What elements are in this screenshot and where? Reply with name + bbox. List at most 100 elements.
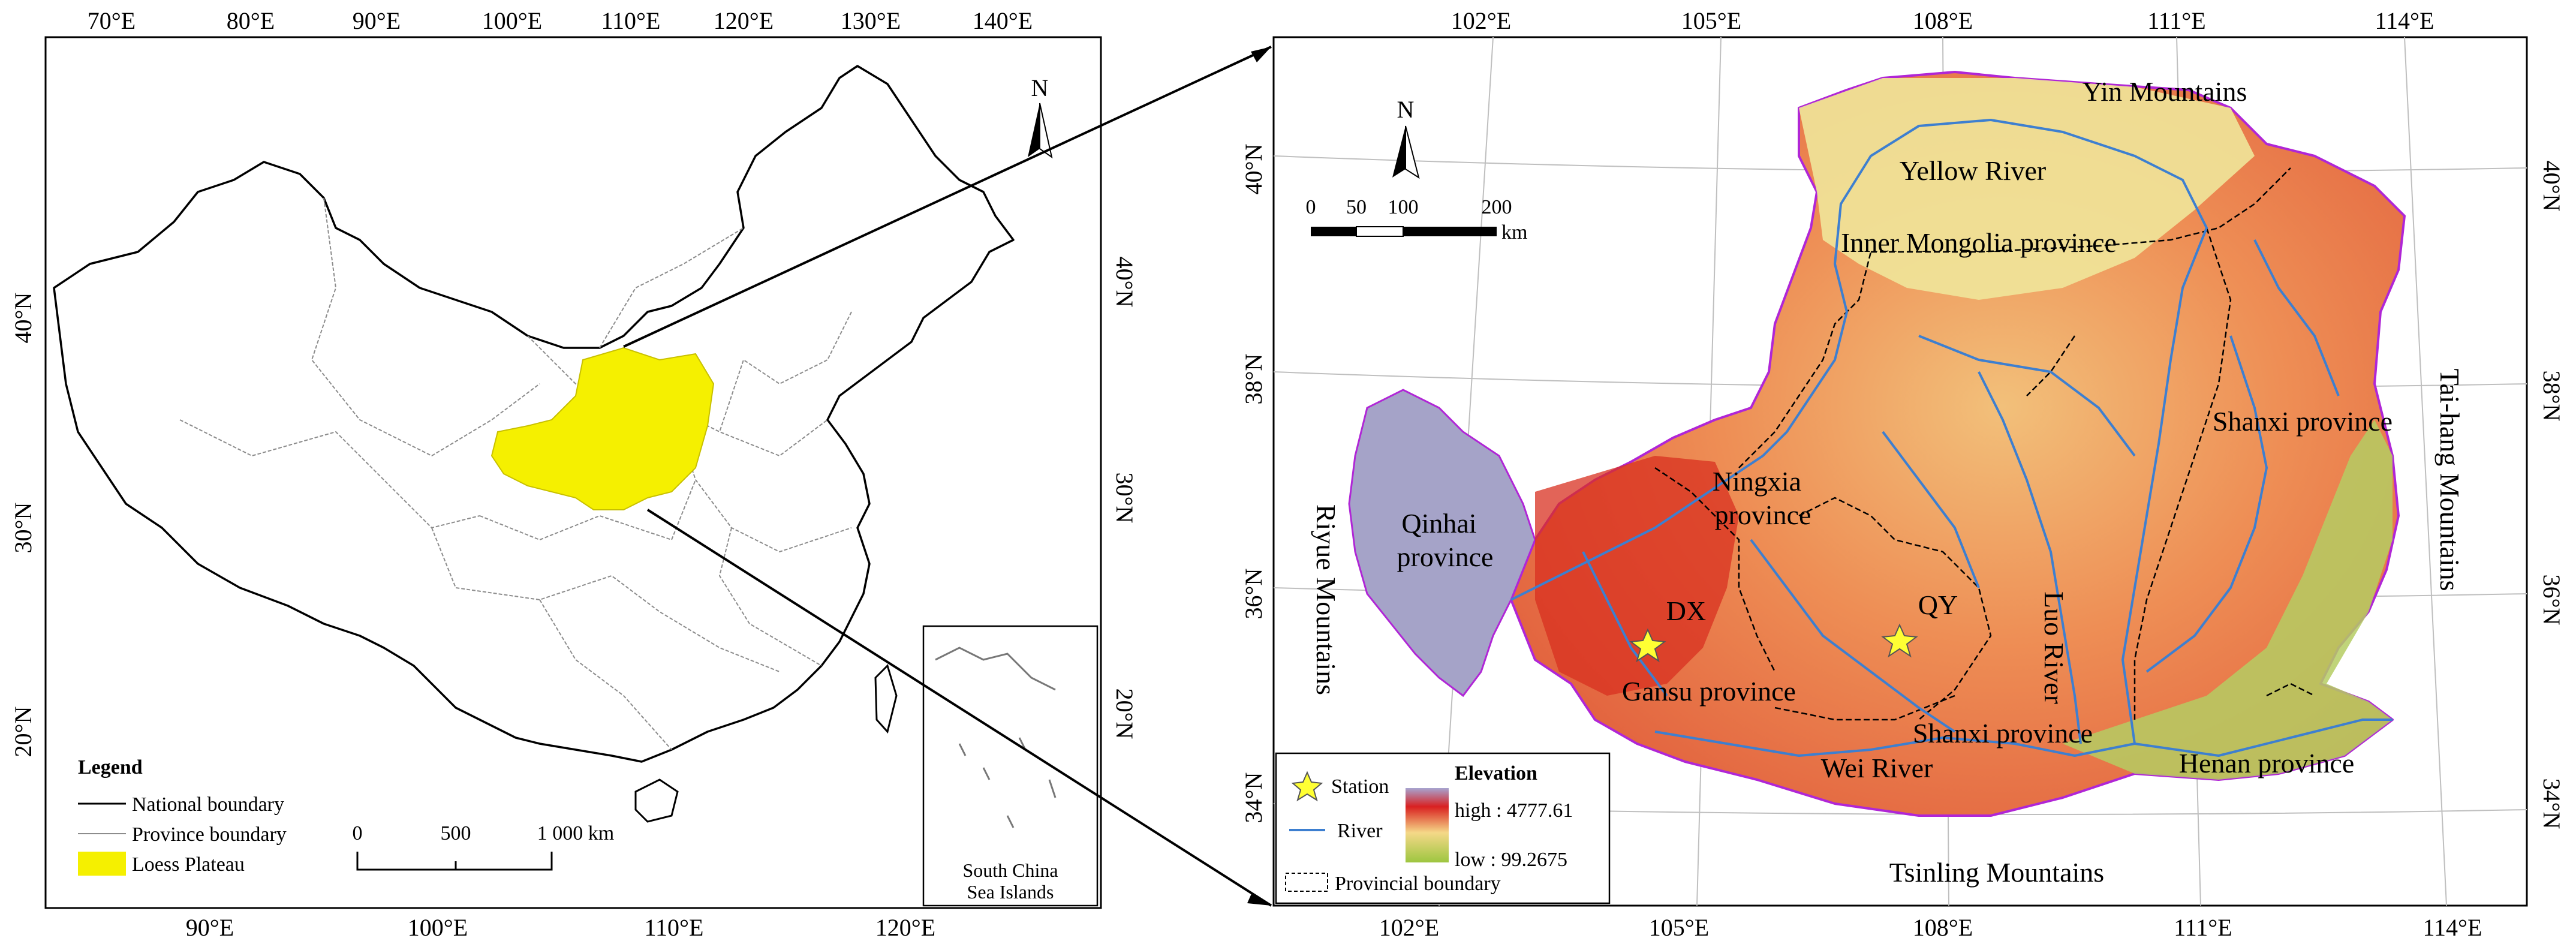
- right-bottom-tick: 102°E: [1379, 914, 1439, 941]
- place-labels: Yin Mountains Yellow River Inner Mongoli…: [1311, 76, 2465, 888]
- label-dx: DX: [1666, 596, 1706, 626]
- right-left-ticks: 40°N 38°N 36°N 34°N: [1240, 144, 1267, 823]
- station-qy: [1881, 623, 1918, 658]
- legend-title: Legend: [78, 756, 143, 778]
- left-bottom-ticks: 90°E 100°E 110°E 120°E: [186, 914, 935, 941]
- right-top-tick: 102°E: [1451, 7, 1511, 34]
- zoom-connector-top: [623, 46, 1272, 348]
- scale-label-0: 0: [353, 822, 363, 844]
- label-gansu: Gansu province: [1622, 676, 1796, 707]
- jing-river: [1750, 539, 1956, 733]
- label-qinhai-line1: Qinhai: [1401, 508, 1476, 539]
- label-ningxia-line1: Ningxia: [1713, 466, 1801, 497]
- left-top-tick: 100°E: [482, 7, 542, 34]
- label-shanxi-south: Shanxi province: [1913, 718, 2093, 748]
- fenwei-lowlands: [2063, 420, 2393, 780]
- rscale-0: 0: [1306, 196, 1316, 218]
- inset-label-line2: Sea Islands: [967, 881, 1054, 903]
- left-top-tick: 110°E: [601, 7, 661, 34]
- elevation-color-ramp: [1406, 788, 1449, 862]
- right-bottom-ticks: 102°E 105°E 108°E 111°E 114°E: [1379, 914, 2482, 941]
- right-right-tick: 36°N: [2538, 575, 2565, 626]
- northern-desert-area: [1799, 78, 2255, 300]
- scale-label-500: 500: [441, 822, 471, 844]
- rscale-unit: km: [1501, 221, 1527, 243]
- right-province-boundaries: [1654, 167, 2315, 721]
- right-top-ticks: 102°E 105°E 108°E 111°E 114°E: [1451, 7, 2434, 34]
- zoom-connector-bottom: [646, 509, 1272, 907]
- right-map: 102°E 105°E 108°E 111°E 114°E 102°E 105°…: [1240, 7, 2565, 941]
- left-top-tick: 90°E: [353, 7, 401, 34]
- right-right-tick: 38°N: [2538, 371, 2565, 422]
- left-right-ticks: 40°N 30°N 20°N: [1111, 257, 1138, 739]
- right-bottom-tick: 114°E: [2423, 914, 2482, 941]
- legend-national-boundary: National boundary: [132, 793, 284, 816]
- minor-river-2: [1582, 551, 1668, 697]
- label-luo-river: Luo River: [2039, 591, 2069, 704]
- right-left-tick: 40°N: [1240, 144, 1267, 195]
- left-bottom-tick: 100°E: [408, 914, 468, 941]
- legend-station-star: [1291, 771, 1323, 802]
- left-bottom-tick: 90°E: [186, 914, 234, 941]
- right-bottom-tick: 111°E: [2174, 914, 2232, 941]
- legend-elev-low: low : 99.2675: [1455, 849, 1567, 871]
- minor-river-3: [1882, 431, 1980, 588]
- right-bottom-tick: 105°E: [1649, 914, 1709, 941]
- left-top-tick: 80°E: [227, 7, 275, 34]
- legend-station: Station: [1331, 775, 1389, 798]
- wei-river: [1654, 730, 2135, 757]
- rscale-50: 50: [1346, 196, 1367, 218]
- right-left-tick: 36°N: [1240, 569, 1267, 620]
- scale-label-1000: 1 000 km: [537, 822, 614, 844]
- luo-river: [1978, 371, 2082, 744]
- right-top-tick: 114°E: [2375, 7, 2434, 34]
- right-scale-bar: 0 50 100 200 km: [1306, 196, 1528, 243]
- right-right-tick: 34°N: [2538, 778, 2565, 829]
- taiwan-island: [874, 664, 898, 734]
- right-top-tick: 111°E: [2147, 7, 2205, 34]
- right-top-tick: 108°E: [1913, 7, 1973, 34]
- right-legend: Station River Provincial boundary Elevat…: [1275, 752, 1611, 904]
- north-letter-right: N: [1397, 96, 1415, 123]
- left-side-tick: 20°N: [10, 707, 37, 757]
- left-side-tick: 40°N: [10, 293, 37, 344]
- label-qy: QY: [1918, 590, 1958, 620]
- legend-river: River: [1337, 820, 1383, 842]
- inset-label-line1: South China: [962, 859, 1058, 881]
- left-bottom-tick: 110°E: [645, 914, 704, 941]
- left-top-tick: 130°E: [841, 7, 901, 34]
- left-right-tick: 20°N: [1111, 689, 1138, 739]
- label-taihang-mountains: Tai-hang Mountains: [2434, 368, 2465, 591]
- yellow-river: [1510, 119, 2393, 757]
- rscale-100: 100: [1388, 196, 1419, 218]
- north-letter: N: [1031, 74, 1049, 101]
- left-top-ticks: 70°E 80°E 90°E 100°E 110°E 120°E 130°E 1…: [88, 7, 1033, 34]
- left-legend: Legend National boundary Province bounda…: [78, 756, 287, 876]
- qinhai-highland: [1348, 389, 1536, 698]
- minor-river-1: [2253, 239, 2340, 396]
- left-side-tick: 30°N: [10, 503, 37, 554]
- legend-elev-high: high : 4777.61: [1455, 799, 1573, 822]
- left-map: 70°E 80°E 90°E 100°E 110°E 120°E 130°E 1…: [10, 7, 1272, 941]
- hainan-island: [634, 778, 679, 823]
- left-top-tick: 70°E: [88, 7, 136, 34]
- high-elevation-ridge: [1535, 456, 1739, 696]
- label-ningxia-line2: province: [1715, 500, 1811, 530]
- left-bottom-tick: 120°E: [875, 914, 935, 941]
- right-bottom-tick: 108°E: [1913, 914, 1973, 941]
- left-north-arrow: N: [1028, 74, 1053, 159]
- fen-river: [2145, 335, 2268, 673]
- right-left-tick: 34°N: [1240, 772, 1267, 823]
- wuding-river: [1918, 335, 2136, 457]
- legend-provincial-boundary: Provincial boundary: [1335, 873, 1501, 895]
- label-yin-mountains: Yin Mountains: [2083, 76, 2247, 107]
- rivers: [1510, 119, 2393, 757]
- left-top-tick: 120°E: [714, 7, 774, 34]
- loess-plateau-region: [490, 347, 715, 510]
- china-national-boundary: [53, 65, 1015, 763]
- right-north-arrow: N: [1392, 96, 1420, 179]
- right-right-tick: 40°N: [2538, 161, 2565, 212]
- label-shanxi-north: Shanxi province: [2213, 406, 2393, 437]
- left-side-ticks: 40°N 30°N 20°N: [10, 293, 37, 757]
